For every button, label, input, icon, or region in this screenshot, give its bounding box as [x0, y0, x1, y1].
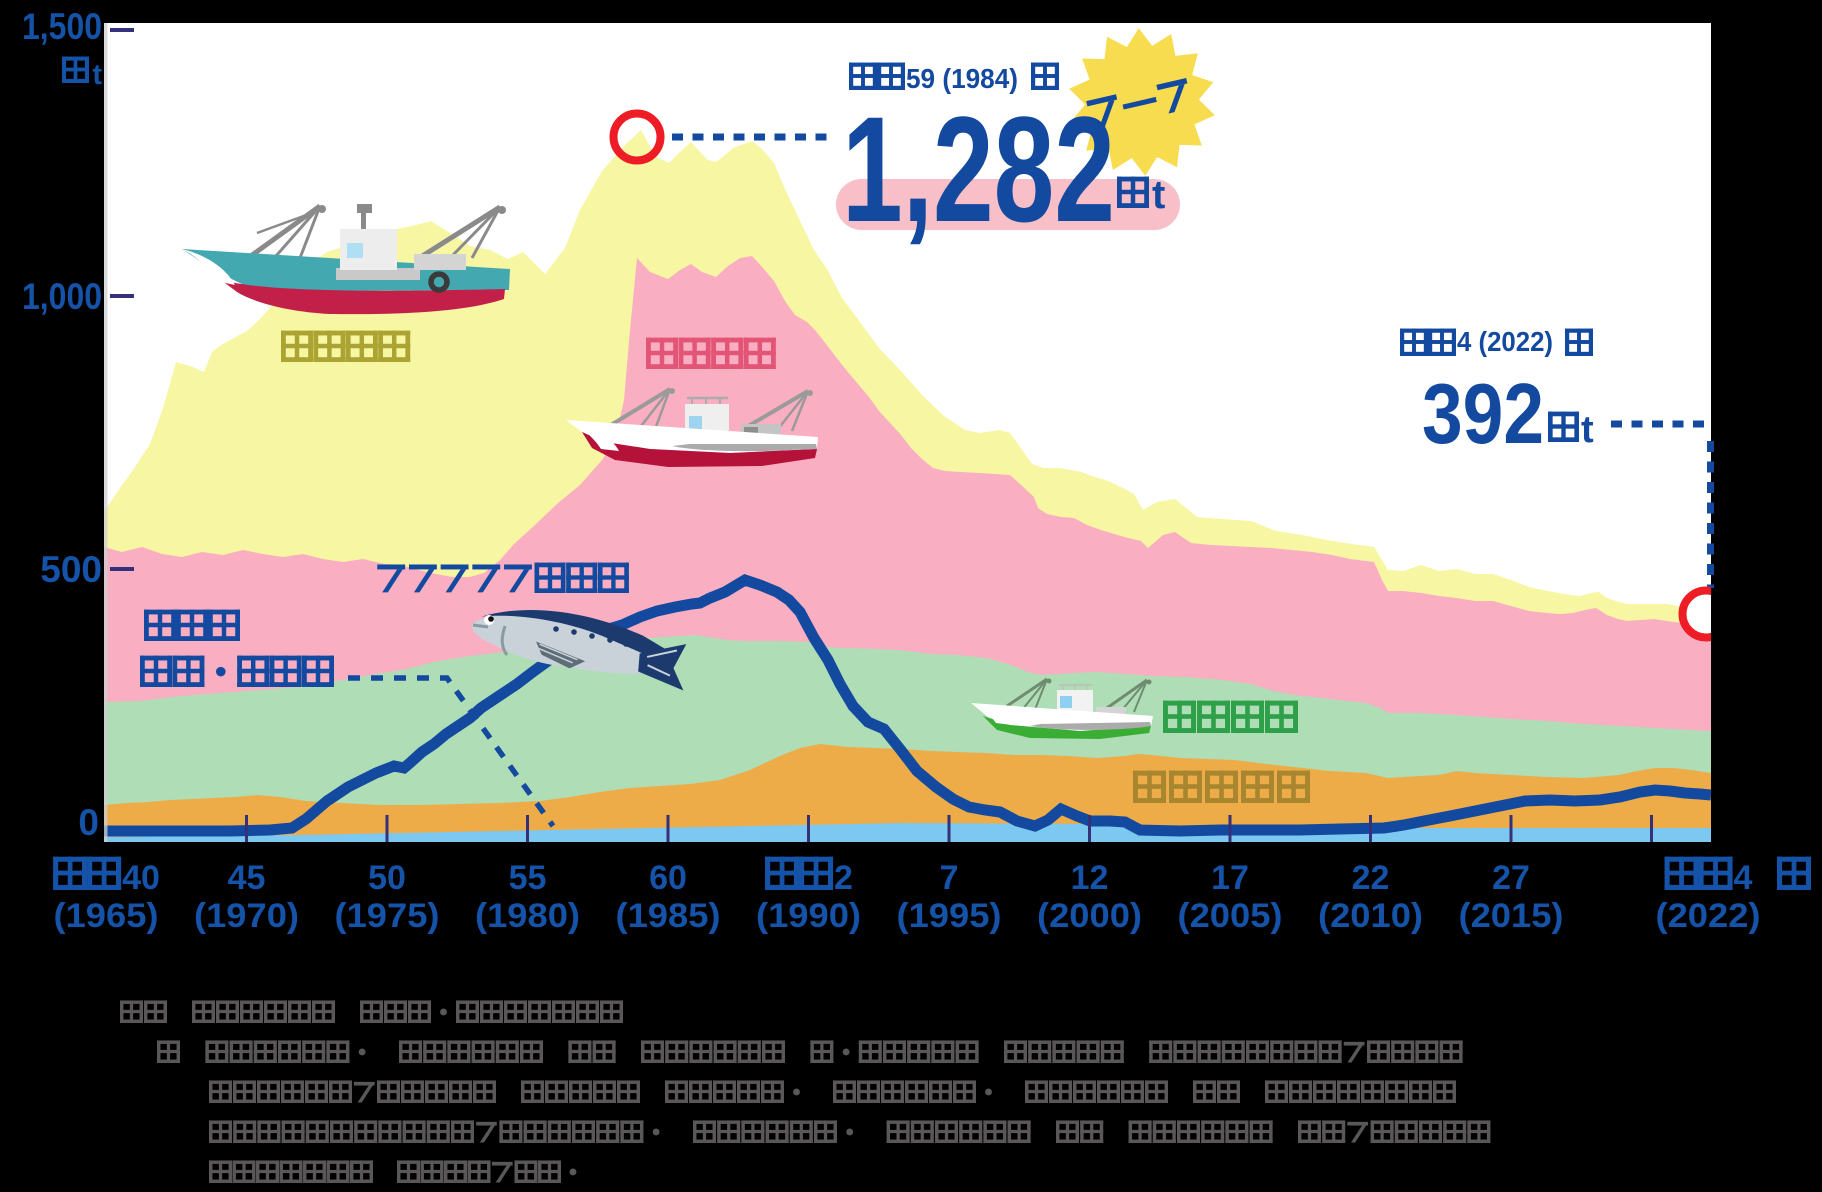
svg-text:27: 27 — [1492, 859, 1530, 897]
svg-text:55: 55 — [509, 859, 547, 897]
svg-text:1,500: 1,500 — [22, 6, 102, 47]
svg-text:59 (1984): 59 (1984) — [906, 63, 1018, 94]
svg-text:(1980): (1980) — [475, 897, 580, 935]
svg-text:500: 500 — [40, 549, 102, 590]
svg-text:(1965): (1965) — [54, 897, 159, 935]
svg-text:45: 45 — [228, 859, 266, 897]
svg-text:2: 2 — [834, 859, 853, 897]
svg-text:4 (2022): 4 (2022) — [1457, 326, 1553, 357]
svg-text:17: 17 — [1211, 859, 1249, 897]
svg-text:(2015): (2015) — [1459, 897, 1564, 935]
svg-text:(1995): (1995) — [897, 897, 1002, 935]
svg-text:(2010): (2010) — [1318, 897, 1423, 935]
svg-text:392: 392 — [1422, 367, 1544, 462]
svg-text:(2005): (2005) — [1178, 897, 1283, 935]
svg-text:(2000): (2000) — [1037, 897, 1142, 935]
svg-text:(1975): (1975) — [335, 897, 440, 935]
svg-text:0: 0 — [78, 802, 99, 843]
svg-text:(1990): (1990) — [756, 897, 861, 935]
svg-text:60: 60 — [649, 859, 687, 897]
svg-text:(1985): (1985) — [616, 897, 721, 935]
svg-text:22: 22 — [1352, 859, 1390, 897]
svg-text:7: 7 — [940, 859, 959, 897]
svg-text:t: t — [1581, 409, 1594, 451]
svg-text:40: 40 — [122, 859, 160, 897]
svg-text:t: t — [92, 59, 102, 91]
svg-text:4: 4 — [1734, 859, 1753, 897]
svg-text:(2022): (2022) — [1656, 897, 1761, 935]
svg-text:12: 12 — [1071, 859, 1109, 897]
svg-text:1,000: 1,000 — [22, 276, 102, 317]
svg-text:50: 50 — [368, 859, 406, 897]
svg-text:t: t — [1152, 173, 1165, 217]
svg-text:(1970): (1970) — [194, 897, 299, 935]
svg-text:1,282: 1,282 — [842, 85, 1115, 253]
